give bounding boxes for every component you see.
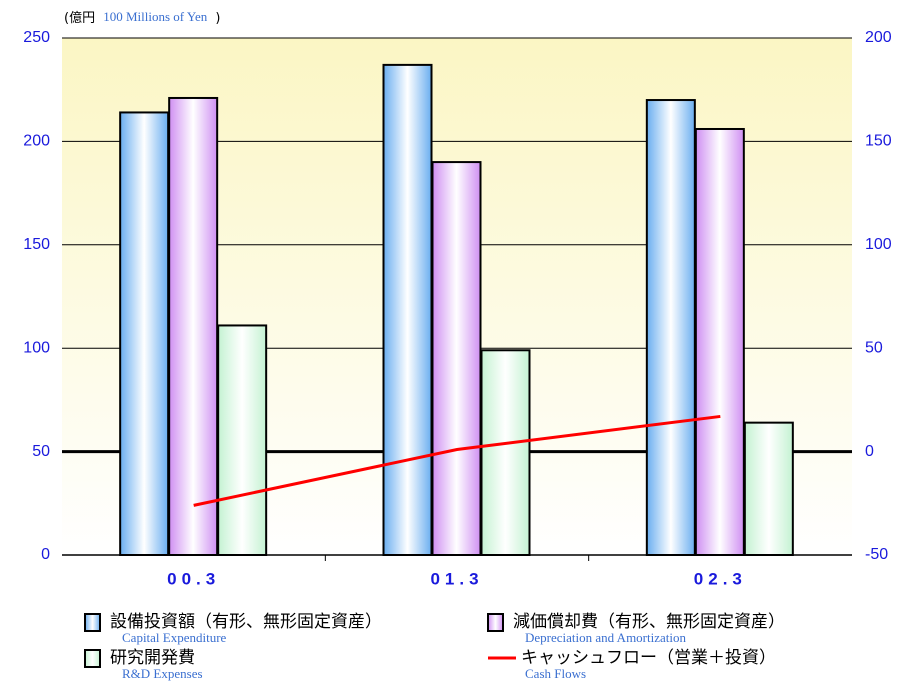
legend-label: 設備投資額（有形、無形固定資産） [110, 612, 382, 632]
y2-tick-label: 100 [865, 236, 892, 253]
bar [168, 96, 219, 557]
legend-swatch [84, 649, 101, 668]
bar [217, 324, 268, 556]
legend-label-en: Capital Expenditure [122, 630, 227, 645]
unit-label: (億円 100 Millions of Yen ) [64, 9, 220, 26]
legend-label: 研究開発費 [110, 648, 195, 668]
legend-label-en: Cash Flows [525, 666, 586, 681]
bar [431, 161, 482, 557]
y-tick-label: 150 [23, 236, 50, 253]
legend-label: 減価償却費（有形、無形固定資産） [513, 612, 785, 632]
x-tick-label: 01.3 [430, 569, 483, 588]
unit-close: ) [215, 11, 220, 26]
y-tick-label: 250 [23, 29, 50, 46]
unit-jp: (億円 [64, 10, 95, 26]
bar [119, 111, 170, 556]
x-tick-label: 02.3 [694, 569, 747, 588]
legend-label: キャッシュフロー（営業＋投資） [521, 648, 776, 668]
y2-tick-label: 0 [865, 443, 874, 460]
legend-swatch [487, 613, 504, 632]
bar [645, 99, 696, 556]
line-series [193, 414, 721, 507]
y2-tick-label: 200 [865, 29, 892, 46]
unit-en: 100 Millions of Yen [103, 9, 208, 24]
bar [382, 63, 433, 556]
y2-tick-label: 150 [865, 133, 892, 150]
y2-tick-label: -50 [865, 546, 888, 563]
y-tick-label: 0 [41, 546, 50, 563]
x-tick-label: 00.3 [167, 569, 220, 588]
legend-swatch [84, 613, 101, 632]
bar [743, 421, 794, 557]
y-tick-label: 200 [23, 133, 50, 150]
legend-label-en: Depreciation and Amortization [525, 630, 687, 645]
legend-label-en: R&D Expenses [122, 666, 203, 681]
y-tick-label: 50 [32, 443, 50, 460]
y-tick-label: 100 [23, 339, 50, 356]
bar [694, 127, 745, 556]
y2-tick-label: 50 [865, 339, 883, 356]
bar [480, 349, 531, 556]
